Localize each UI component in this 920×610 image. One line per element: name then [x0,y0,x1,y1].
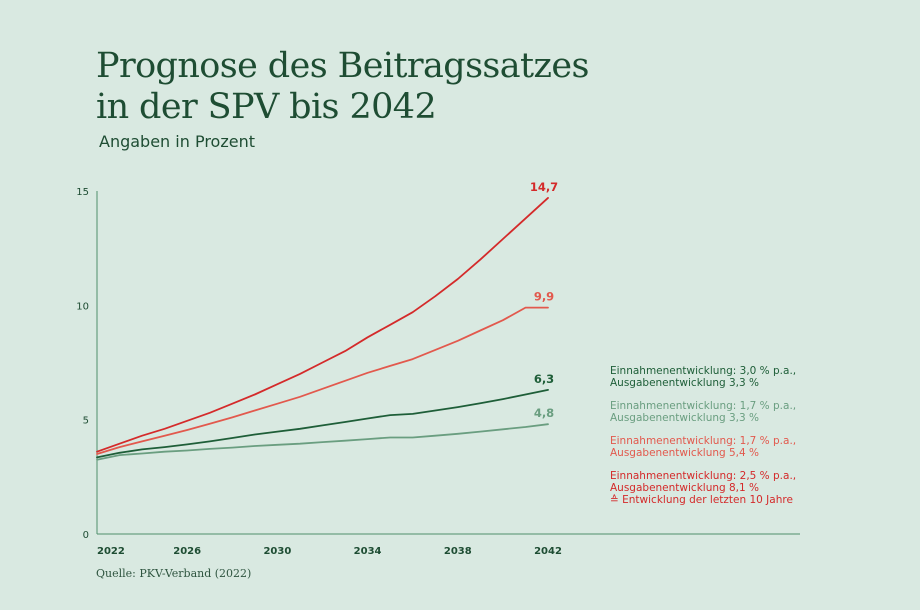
legend-entry: Einnahmenentwicklung: 3,0 % p.a., Ausgabe… [610,365,890,389]
chart-subtitle: Angaben in Prozent [99,132,255,151]
x-tick-label: 2022 [97,546,125,557]
legend-entry-line: Ausgabenentwicklung 3,3 % [610,412,760,424]
chart-title-line-1: Prognose des Beitragssatzes [96,46,589,86]
y-tick-label: 10 [76,301,89,312]
legend-entry-line: Ausgabenentwicklung 3,3 % [610,377,760,389]
series-end-label: 4,8 [534,406,554,420]
series-end-label: 6,3 [534,372,554,386]
x-tick-label: 2042 [534,546,562,557]
source-note: Quelle: PKV-Verband (2022) [96,567,252,580]
y-tick-label: 15 [76,187,89,198]
series-end-label: 14,7 [530,180,558,194]
legend-entry-line: Einnahmenentwicklung: 1,7 % p.a., [610,435,797,447]
series-line [96,306,549,455]
chart-title: Prognose des Beitragssatzes in der SPV b… [96,46,589,128]
legend-entry: Einnahmenentwicklung: 2,5 % p.a., Ausgabe… [610,470,890,506]
y-tick-label: 5 [83,416,89,427]
x-tick-label: 2030 [263,546,291,557]
chart-title-line-2: in der SPV bis 2042 [96,87,437,127]
series-end-label: 9,9 [534,290,554,304]
x-tick-label: 2038 [444,546,472,557]
legend: Einnahmenentwicklung: 3,0 % p.a., Ausgabe… [610,365,890,517]
legend-entry-line: ≙ Entwicklung der letzten 10 Jahre [610,494,793,506]
y-tick-label: 0 [83,530,89,541]
legend-entry-line: Ausgabenentwicklung 8,1 % [610,482,760,494]
legend-entry: Einnahmenentwicklung: 1,7 % p.a., Ausgabe… [610,400,890,424]
x-tick-label: 2034 [354,546,382,557]
legend-entry-line: Einnahmenentwicklung: 2,5 % p.a., [610,470,797,482]
legend-entry-line: Ausgabenentwicklung 5,4 % [610,447,760,459]
legend-entry: Einnahmenentwicklung: 1,7 % p.a., Ausgabe… [610,435,890,459]
series-line [96,388,549,459]
legend-entry-line: Einnahmenentwicklung: 3,0 % p.a., [610,365,797,377]
series-line [96,423,549,461]
series-line [96,196,549,453]
x-tick-label: 2026 [173,546,201,557]
legend-entry-line: Einnahmenentwicklung: 1,7 % p.a., [610,400,797,412]
